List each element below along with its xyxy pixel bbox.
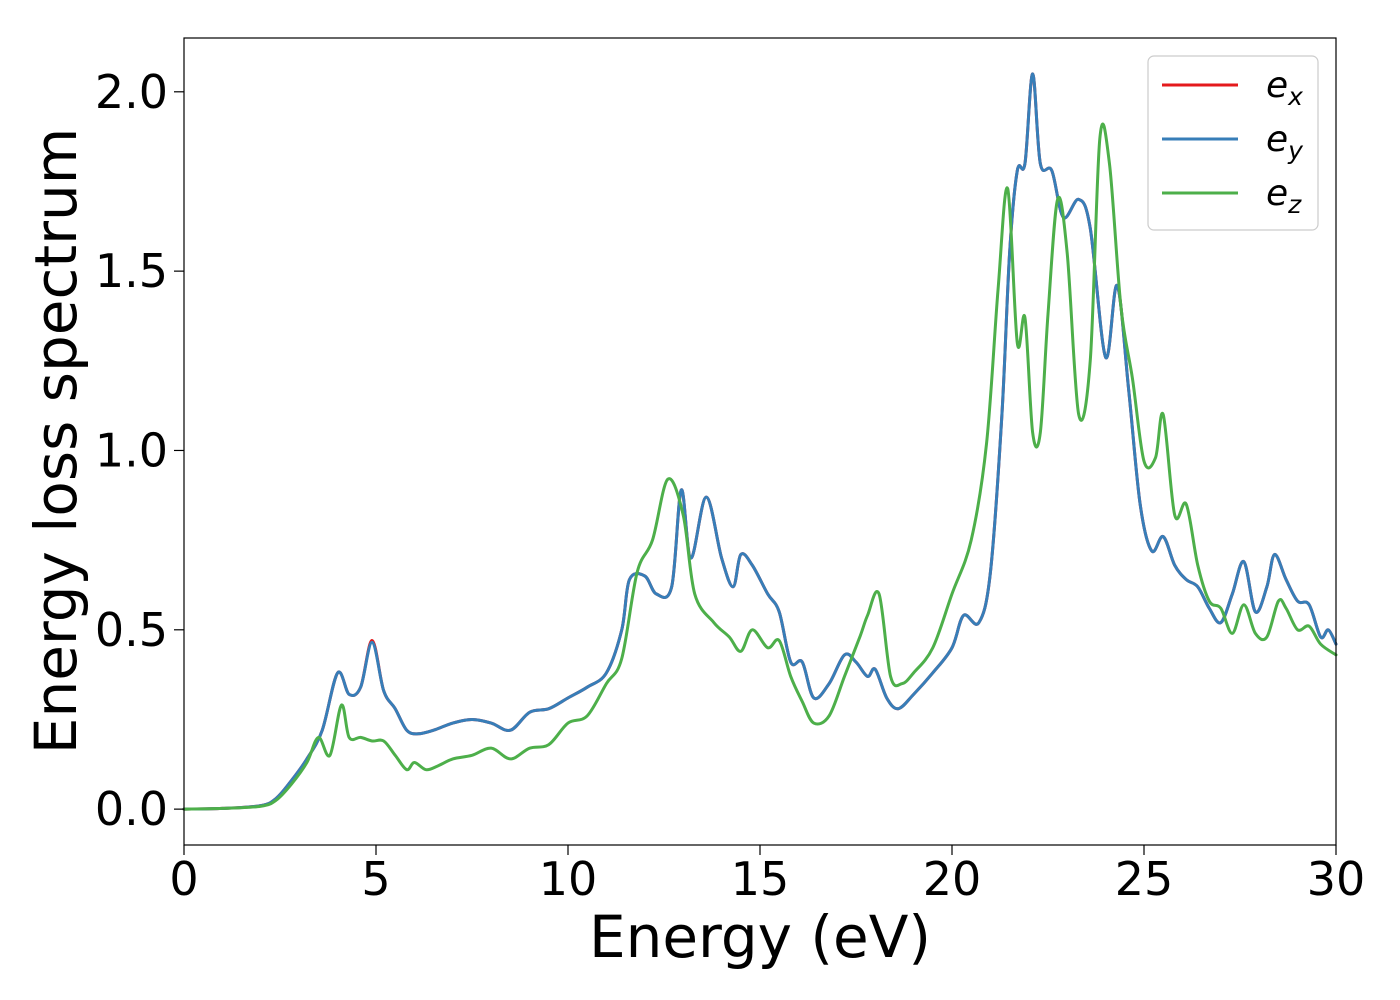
- x-tick-label: 0: [169, 852, 198, 906]
- x-tick-label: 15: [731, 852, 790, 906]
- series-line-z: [182, 122, 1338, 811]
- x-tick-label: 30: [1307, 852, 1366, 906]
- legend-label-z: ez: [1266, 173, 1302, 219]
- x-axis-title: Energy (eV): [589, 903, 931, 971]
- y-tick-label: 1.0: [95, 423, 168, 477]
- x-ticks: 0 5 10 15 20 25 30: [169, 845, 1365, 906]
- series-layer: [182, 72, 1338, 811]
- legend-label-y: ey: [1266, 119, 1304, 165]
- y-tick-label: 1.5: [95, 244, 168, 298]
- x-tick-label: 20: [923, 852, 982, 906]
- y-tick-label: 0.0: [95, 782, 168, 836]
- legend: ex ey ez: [1147, 55, 1319, 231]
- x-tick-label: 25: [1115, 852, 1174, 906]
- series-line-y: [182, 72, 1338, 811]
- legend-items: ex ey ez: [1162, 65, 1304, 219]
- y-tick-label: 2.0: [95, 65, 168, 119]
- legend-label-x: ex: [1266, 65, 1303, 111]
- legend-box: [1147, 55, 1319, 231]
- x-tick-label: 10: [539, 852, 598, 906]
- y-ticks: 0.0 0.5 1.0 1.5 2.0: [95, 65, 184, 836]
- y-axis-title: Energy loss spectrum: [22, 128, 90, 754]
- y-tick-label: 0.5: [95, 603, 168, 657]
- x-tick-label: 5: [361, 852, 390, 906]
